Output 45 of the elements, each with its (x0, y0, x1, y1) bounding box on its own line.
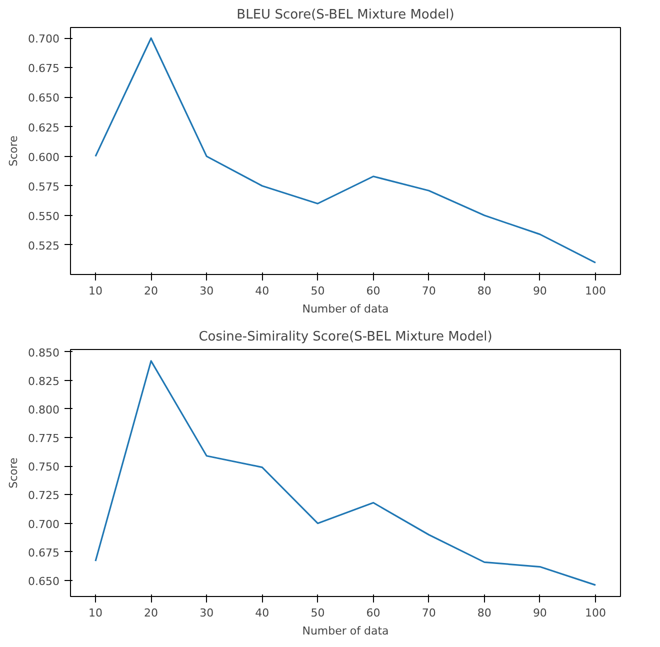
y-tick-label: 0.700 (28, 32, 60, 46)
x-tick-label: 50 (310, 606, 325, 620)
x-tick-label: 20 (144, 606, 158, 620)
x-tick-label: 70 (422, 284, 436, 298)
x-axis-title: Number of data (302, 302, 389, 316)
y-tick-label: 0.700 (28, 518, 60, 531)
x-tick-label: 20 (144, 284, 158, 298)
y-tick-label: 0.725 (28, 489, 60, 502)
y-axis-title: Score (7, 135, 20, 166)
y-tick-label: 0.600 (28, 150, 60, 164)
x-tick-label: 80 (477, 606, 492, 620)
y-tick-label: 0.625 (28, 121, 60, 134)
y-tick-label: 0.650 (28, 92, 60, 105)
y-tick-label: 0.775 (28, 432, 60, 446)
y-tick-label: 0.575 (28, 180, 60, 194)
y-tick-label: 0.650 (28, 574, 60, 588)
line-series (94, 360, 596, 586)
x-tick-label: 50 (310, 284, 325, 298)
y-tick-label: 0.850 (28, 346, 60, 360)
x-tick-label: 30 (200, 284, 214, 298)
y-tick-label: 0.525 (28, 239, 60, 252)
line-series (94, 37, 596, 264)
y-tick-label: 0.800 (28, 403, 60, 416)
x-axis-title: Number of data (302, 624, 389, 638)
x-tick-label: 10 (88, 606, 102, 620)
x-tick-label: 60 (366, 606, 380, 620)
y-tick-label: 0.550 (28, 210, 60, 223)
y-tick-label: 0.675 (28, 62, 60, 76)
x-tick-label: 60 (366, 284, 380, 298)
x-tick-label: 90 (532, 606, 547, 620)
y-axis-title: Score (7, 457, 20, 488)
x-tick-label: 30 (200, 606, 214, 620)
x-tick-label: 40 (255, 606, 270, 620)
x-tick-label: 100 (585, 606, 606, 620)
x-tick-label: 90 (532, 284, 547, 298)
x-tick-label: 40 (255, 284, 270, 298)
x-tick-label: 80 (477, 284, 492, 298)
x-tick-label: 100 (585, 284, 606, 298)
chart-title: BLEU Score(S-BEL Mixture Model) (236, 8, 454, 22)
y-tick-label: 0.675 (28, 546, 60, 560)
y-tick-label: 0.825 (28, 374, 60, 388)
chart-title: Cosine-Simirality Score(S-BEL Mixture Model) (198, 330, 492, 344)
y-tick-label: 0.750 (28, 460, 60, 474)
x-tick-label: 10 (88, 284, 102, 298)
x-tick-label: 70 (422, 606, 436, 620)
